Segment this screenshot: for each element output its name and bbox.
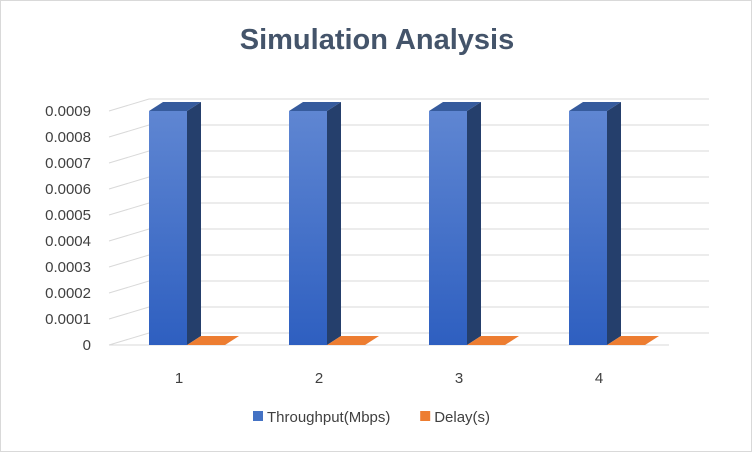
bar-side — [187, 102, 201, 345]
bar-top — [289, 102, 341, 111]
bar — [429, 111, 467, 345]
y-tick-label: 0.0001 — [45, 311, 91, 328]
bar-side — [607, 102, 621, 345]
x-axis-ticks: 1 2 3 4 — [175, 370, 603, 387]
y-tick-label: 0.0005 — [45, 207, 91, 224]
bar-side — [327, 102, 341, 345]
y-tick-label: 0.0002 — [45, 285, 91, 302]
bar — [289, 111, 327, 345]
bar — [149, 111, 187, 345]
y-tick-label: 0.0008 — [45, 129, 91, 146]
x-tick-label: 4 — [595, 370, 603, 387]
bar-flat — [467, 336, 519, 345]
y-tick-label: 0 — [83, 337, 91, 354]
bar-top — [149, 102, 201, 111]
bar-flat — [327, 336, 379, 345]
x-tick-label: 3 — [455, 370, 463, 387]
legend-swatch — [420, 411, 431, 421]
legend-label: Delay(s) — [434, 409, 490, 426]
bar-top — [429, 102, 481, 111]
y-tick-label: 0.0003 — [45, 259, 91, 276]
y-tick-label: 0.0007 — [45, 155, 91, 172]
bar-side — [467, 102, 481, 345]
bar — [569, 111, 607, 345]
bar-flat — [187, 336, 239, 345]
chart-title: Simulation Analysis — [240, 24, 515, 56]
y-tick-label: 0.0009 — [45, 103, 91, 120]
bars — [149, 102, 659, 345]
legend: Throughput(Mbps) Delay(s) — [253, 409, 490, 426]
y-axis-ticks: 0 0.0001 0.0002 0.0003 0.0004 0.0005 0.0006 0.0… — [45, 103, 91, 354]
legend-label: Throughput(Mbps) — [267, 409, 390, 426]
y-tick-label: 0.0006 — [45, 181, 91, 198]
y-tick-label: 0.0004 — [45, 233, 91, 250]
legend-swatch — [253, 411, 263, 421]
x-tick-label: 1 — [175, 370, 183, 387]
bar-flat — [607, 336, 659, 345]
bar-top — [569, 102, 621, 111]
x-tick-label: 2 — [315, 370, 323, 387]
gridline — [108, 98, 709, 112]
